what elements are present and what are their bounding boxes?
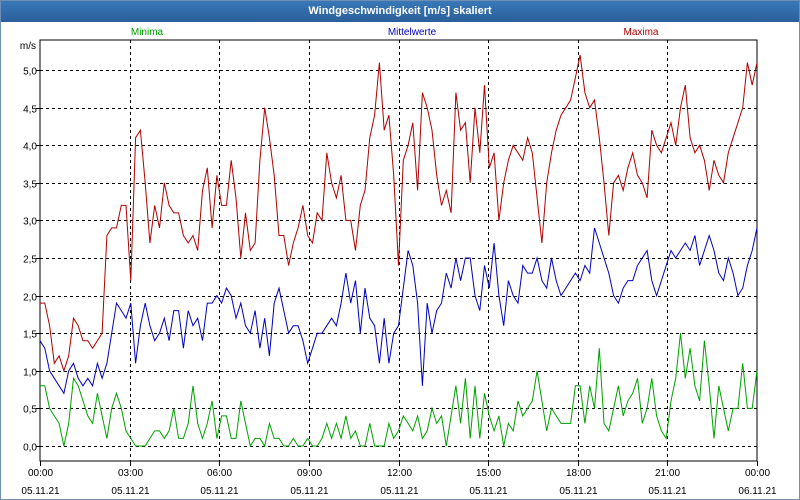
y-axis-label: m/s: [20, 41, 36, 52]
y-tick-label: 2,0: [23, 293, 37, 304]
x-tick-date: 05.11.21: [648, 486, 687, 497]
x-tick-date: 05.11.21: [111, 486, 150, 497]
series-line-mittelwerte: [39, 227, 758, 395]
legend-mittelwerte: Mittelwerte: [388, 27, 437, 38]
y-tick-label: 4,5: [23, 105, 37, 116]
x-tick-date: 06.11.21: [738, 486, 777, 497]
series-line-minima: [40, 333, 758, 448]
x-tick-time: 18:00: [566, 468, 591, 479]
x-tick-date: 05.11.21: [380, 486, 419, 497]
x-tick-time: 00:00: [745, 468, 770, 479]
x-tick-time: 21:00: [655, 468, 680, 479]
y-tick-label: 3,0: [23, 217, 37, 228]
y-tick-label: 2,5: [23, 255, 37, 266]
y-tick-label: 3,5: [23, 180, 37, 191]
x-tick-time: 12:00: [387, 468, 412, 479]
x-tick-date: 05.11.21: [469, 486, 508, 497]
y-tick-label: 4,0: [23, 142, 37, 153]
y-tick-label: 5,0: [23, 67, 37, 78]
x-tick-time: 06:00: [207, 468, 232, 479]
x-tick-time: 09:00: [297, 468, 322, 479]
y-tick-label: 1,0: [23, 368, 37, 379]
x-tick-date: 05.11.21: [21, 486, 60, 497]
plot-area: [39, 39, 758, 462]
window-title: Windgeschwindigkeit [m/s] skaliert: [1, 1, 799, 22]
x-tick-date: 05.11.21: [290, 486, 329, 497]
x-tick-date: 05.11.21: [559, 486, 598, 497]
y-tick-label: 1,5: [23, 330, 37, 341]
series-line-maxima: [40, 54, 758, 373]
x-tick-date: 05.11.21: [200, 486, 239, 497]
x-tick-time: 03:00: [118, 468, 143, 479]
legend-maxima: Maxima: [623, 27, 658, 38]
x-tick-time: 15:00: [476, 468, 501, 479]
y-tick-label: 0,0: [23, 443, 37, 454]
legend-minima: Minima: [131, 27, 164, 38]
x-tick-time: 00:00: [28, 468, 53, 479]
y-tick-label: 0,5: [23, 405, 37, 416]
